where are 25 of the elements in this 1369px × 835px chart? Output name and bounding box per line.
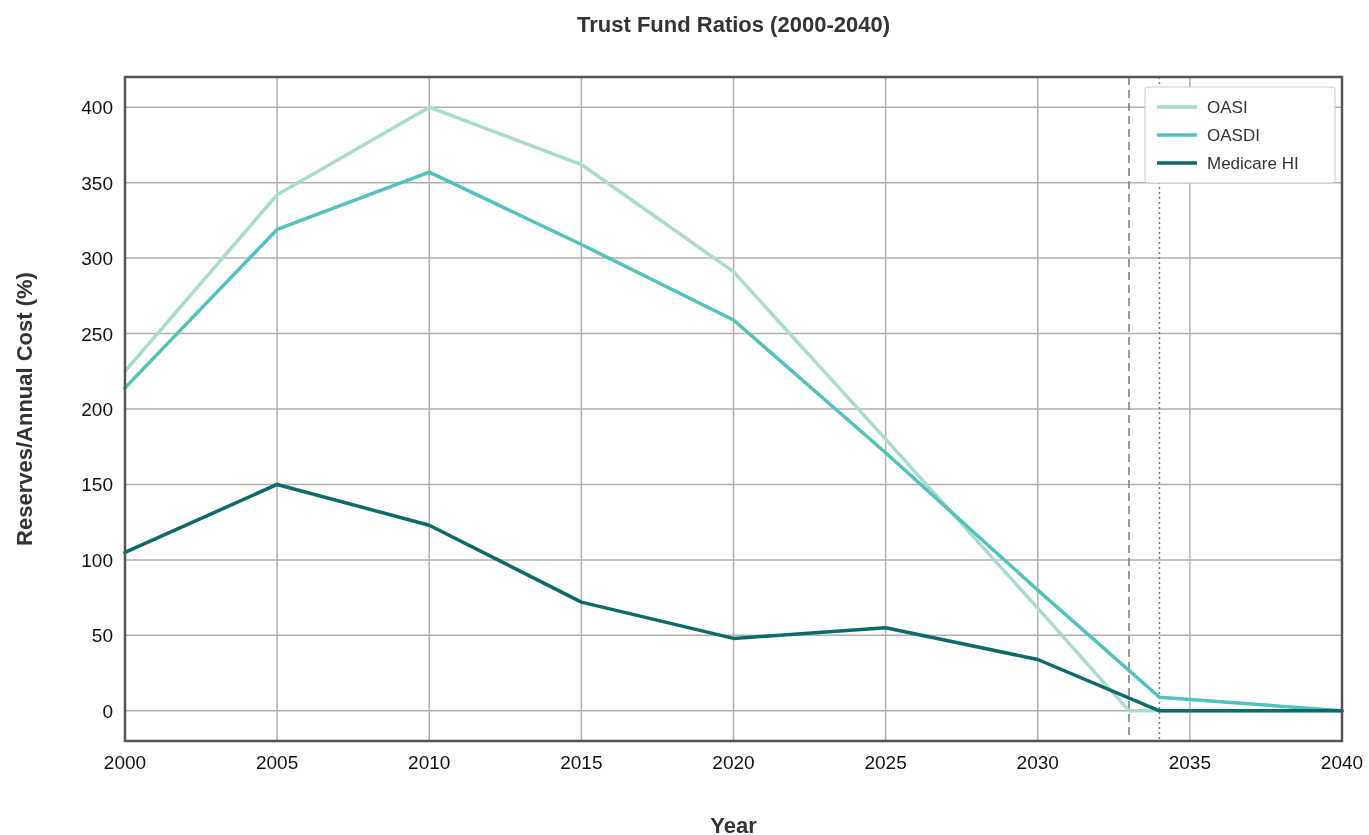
y-tick-label: 0 [102, 700, 113, 722]
y-tick-label: 50 [91, 625, 113, 647]
legend-label: Medicare HI [1207, 154, 1299, 173]
x-tick-label: 2035 [1168, 752, 1212, 773]
y-tick-label: 400 [81, 97, 113, 119]
x-tick-label: 2040 [1320, 752, 1364, 773]
y-tick-label: 100 [81, 549, 113, 571]
x-tick-label: 2020 [712, 752, 755, 773]
x-tick-label: 2030 [1016, 752, 1059, 773]
chart-title: Trust Fund Ratios (2000-2040) [577, 12, 890, 37]
x-tick-label: 2000 [103, 752, 147, 773]
y-axis-title: Reserves/Annual Cost (%) [12, 272, 37, 546]
y-tick-label: 150 [81, 474, 113, 496]
x-tick-label: 2010 [408, 752, 451, 773]
y-tick-label: 350 [81, 172, 113, 194]
y-tick-label: 300 [81, 248, 113, 270]
x-tick-label: 2005 [255, 752, 299, 773]
line-series [123, 482, 1344, 713]
legend-label: OASI [1207, 98, 1248, 117]
legend-label: OASDI [1207, 126, 1260, 145]
x-axis-title: Year [710, 813, 758, 835]
x-tick-label: 2025 [864, 752, 907, 773]
y-tick-label: 250 [81, 323, 113, 345]
x-tick-label: 2015 [560, 752, 603, 773]
y-tick-label: 200 [81, 399, 113, 420]
